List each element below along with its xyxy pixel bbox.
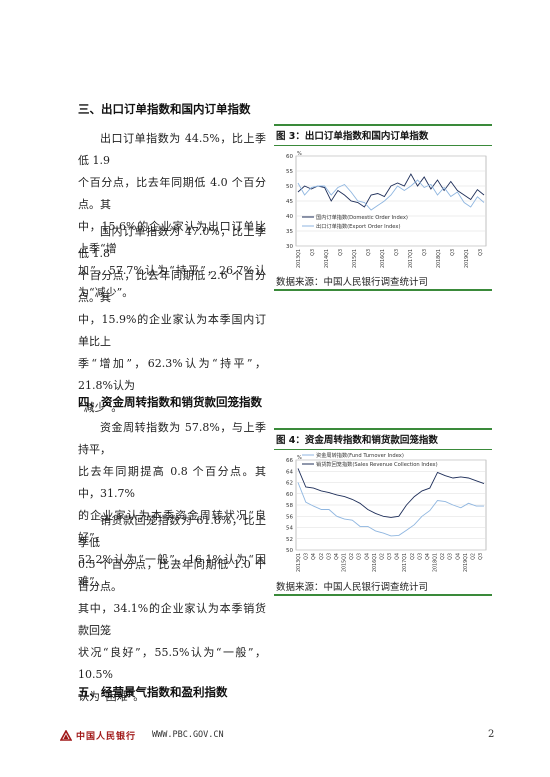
chart-1-x-tick-label: 2017Q1 <box>408 249 414 268</box>
page-number: 2 <box>488 729 495 740</box>
section-5-heading: 五、经营景气指数和盈利指数 <box>78 685 228 699</box>
chart-2-x-tick-label: Q4 <box>311 553 317 560</box>
chart-1-y-tick-label: 30 <box>286 244 293 250</box>
chart-2-x-tick-label: Q4 <box>455 553 461 560</box>
figure-4: 图 4：资金周转指数和销货款回笼指数 50 52 54 56 58 60 62 64 66% 20… <box>274 428 492 596</box>
chart-2-x-tick-label: Q3 <box>478 553 484 560</box>
chart-1-x-tick-label: Q3 <box>310 249 316 256</box>
figure-3-title-rule <box>274 145 492 146</box>
chart-2-legend-label-0: 资金周转指数(Fund Turnover Index) <box>316 452 404 459</box>
section-3-paragraph-1: 出口订单指数为 44.5%，比上季低 1.9 个百分点，比去年同期低 4.0 个… <box>78 132 266 299</box>
chart-1-x-tick-label: Q3 <box>366 249 372 256</box>
chart-1-x-tick-label: 2014Q1 <box>324 249 330 268</box>
chart-2-x-tick-label: Q3 <box>417 553 423 560</box>
chart-1-x-tick-label: 2015Q1 <box>352 249 358 268</box>
chart-1-x-tick-label: 2013Q1 <box>296 249 302 268</box>
chart-2-y-tick-label: 52 <box>286 537 293 543</box>
chart-2-x-tick-label: Q2 <box>319 553 325 560</box>
chart-2-x-tick-label: 2017Q1 <box>402 553 408 572</box>
figure-3-title: 图 3：出口订单指数和国内订单指数 <box>276 131 429 142</box>
figure-4-top-rule <box>274 428 492 430</box>
chart-1-y-unit: % <box>297 151 302 157</box>
section-4-paragraph-2: 销货款回笼指数为 61.8%，比上季低 0.5 个百分点，比去年同期低 1.0 … <box>78 514 266 703</box>
chart-2-series-line-1 <box>297 468 485 518</box>
figure-3-top-rule <box>274 124 492 126</box>
chart-2-x-tick-label: Q4 <box>425 553 431 560</box>
chart-1-y-tick-label: 45 <box>286 199 293 205</box>
chart-1-x-tick-label: 2019Q1 <box>464 249 470 268</box>
chart-1-x-tick-label: Q3 <box>338 249 344 256</box>
chart-2-x-tick-label: Q2 <box>410 553 416 560</box>
chart-2-y-tick-label: 56 <box>286 514 293 520</box>
section-3-paragraph-2: 国内订单指数为 47.0%，比上季低 1.8 个百分点，比去年同期低 2.6 个… <box>78 225 266 414</box>
chart-1-y-tick-label: 50 <box>286 184 293 190</box>
chart-2-y-tick-label: 66 <box>286 458 293 464</box>
section-4-paragraph-1: 资金周转指数为 57.8%，与上季持平， 比去年同期提高 0.8 个百分点。其中… <box>78 421 266 588</box>
chart-2-series-line-0 <box>297 482 484 537</box>
chart-2-x-tick-label: Q2 <box>440 553 446 560</box>
chart-2-x-tick-label: Q4 <box>334 553 340 560</box>
chart-2-x-tick-label: Q3 <box>357 553 363 560</box>
footer-url[interactable]: WWW.PBC.GOV.CN <box>152 730 224 740</box>
chart-2-x-tick-label: Q3 <box>448 553 454 560</box>
chart-2-x-tick-label: Q4 <box>395 553 401 560</box>
chart-1-x-tick-label: Q3 <box>422 249 428 256</box>
chart-2-x-tick-label: 2015Q1 <box>342 553 348 572</box>
chart-2-x-tick-label: 2016Q1 <box>372 553 378 572</box>
chart-2-y-unit: % <box>297 455 302 461</box>
chart-2-x-tick-label: Q4 <box>364 553 370 560</box>
chart-2-y-tick-label: 50 <box>286 548 293 554</box>
figure-4-title: 图 4：资金周转指数和销货款回笼指数 <box>276 435 438 446</box>
chart-2-x-tick-label: 2019Q1 <box>463 553 469 572</box>
chart-2-x-tick-label: Q3 <box>304 553 310 560</box>
chart-2-legend-label-1: 销货款回笼指数(Sales Revenue Collection Index) <box>316 460 438 468</box>
chart-2-y-tick-label: 64 <box>286 469 293 475</box>
chart-1-y-tick-label: 40 <box>286 214 293 220</box>
chart-1-x-tick-label: 2018Q1 <box>436 249 442 268</box>
chart-1-x-tick-label: Q3 <box>450 249 456 256</box>
chart-1-x-tick-label: Q3 <box>394 249 400 256</box>
footer-bank-name: 中国人民银行 <box>76 732 137 742</box>
figure-4-bottom-rule <box>274 594 492 596</box>
chart-1-legend-label-0: 国内订单指数(Domestic Order Index) <box>316 213 408 221</box>
chart-2-x-tick-label: Q2 <box>470 553 476 560</box>
chart-1-series-line-1 <box>297 179 485 211</box>
chart-1-x-tick-label: 2016Q1 <box>380 249 386 268</box>
figure-4-source: 数据来源：中国人民银行调查统计司 <box>276 582 429 593</box>
bank-emblem-icon <box>60 729 72 741</box>
chart-2-x-tick-label: Q2 <box>349 553 355 560</box>
chart-2-x-tick-label: Q3 <box>326 553 332 560</box>
figure-4-title-rule <box>274 449 492 450</box>
section-3-heading: 三、出口订单指数和国内订单指数 <box>78 102 251 116</box>
footer-logo: 中国人民银行 <box>60 729 136 742</box>
chart-1-legend-label-1: 出口订单指数(Export Order Index) <box>316 222 400 230</box>
chart-1-y-tick-label: 35 <box>286 229 293 235</box>
chart-2-x-tick-label: 2018Q1 <box>433 553 439 572</box>
chart-1-x-tick-label: Q3 <box>478 249 484 256</box>
chart-2-y-tick-label: 60 <box>286 492 293 498</box>
figure-3-chart: 30 35 40 45 50 55 60 % 2013Q1 Q3 2014Q1 Q3 2015Q1 Q3 2… <box>286 151 487 268</box>
chart-2-x-tick-label: 2013Q1 <box>296 553 302 572</box>
chart-2-x-tick-label: Q3 <box>387 553 393 560</box>
chart-2-y-tick-label: 62 <box>286 481 293 487</box>
chart-2-y-tick-label: 58 <box>286 503 293 509</box>
chart-1-series-line-0 <box>297 173 485 208</box>
figure-3-bottom-rule <box>274 289 492 291</box>
figure-3: 图 3：出口订单指数和国内订单指数 30 35 40 45 50 55 60% 2013Q1 Q… <box>274 124 492 291</box>
chart-1-y-tick-label: 60 <box>286 154 293 160</box>
chart-2-y-tick-label: 54 <box>286 526 293 532</box>
chart-2-x-tick-label: Q2 <box>379 553 385 560</box>
figure-3-source: 数据来源：中国人民银行调查统计司 <box>276 277 429 288</box>
chart-1-y-tick-label: 55 <box>286 169 293 175</box>
section-4-heading: 四、资金周转指数和销货款回笼指数 <box>78 395 262 409</box>
